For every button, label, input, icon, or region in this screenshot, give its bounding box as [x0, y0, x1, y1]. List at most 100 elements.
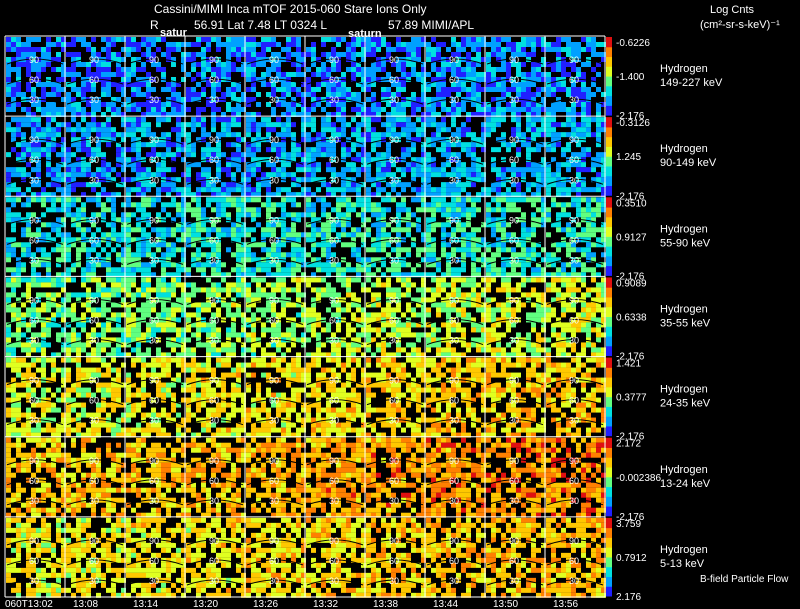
heatmap-pixel: [191, 192, 196, 198]
heatmap-pixel: [551, 107, 556, 112]
heatmap-pixel: [51, 322, 56, 328]
heatmap-pixel: [371, 202, 376, 208]
heatmap-pixel: [171, 292, 176, 298]
heatmap-pixel: [361, 352, 366, 358]
heatmap-pixel: [316, 152, 321, 158]
heatmap-pixel: [146, 267, 151, 273]
heatmap-pixel: [251, 242, 256, 248]
heatmap-pixel: [431, 122, 436, 128]
heatmap-pixel: [491, 222, 496, 228]
heatmap-pixel: [86, 252, 91, 258]
contour-label: 60: [149, 155, 159, 165]
heatmap-pixel: [521, 132, 526, 138]
heatmap-pixel: [76, 352, 81, 358]
heatmap-pixel: [41, 247, 46, 253]
heatmap-pixel: [401, 62, 406, 67]
heatmap-pixel: [71, 312, 76, 318]
heatmap-pixel: [46, 117, 51, 123]
heatmap-pixel: [256, 142, 261, 148]
heatmap-pixel: [366, 152, 371, 158]
heatmap-pixel: [166, 227, 171, 233]
heatmap-pixel: [196, 62, 201, 67]
heatmap-pixel: [511, 62, 516, 67]
heatmap-pixel: [451, 232, 456, 238]
heatmap-pixel: [556, 107, 561, 112]
heatmap-pixel: [386, 122, 391, 128]
heatmap-pixel: [486, 87, 491, 92]
heatmap-pixel: [296, 142, 301, 148]
heatmap-pixel: [116, 132, 121, 138]
heatmap-pixel: [86, 227, 91, 233]
heatmap-pixel: [411, 242, 416, 248]
heatmap-pixel: [6, 92, 11, 97]
heatmap-pixel: [206, 352, 211, 358]
heatmap-pixel: [541, 197, 546, 203]
heatmap-pixel: [246, 317, 251, 323]
heatmap-pixel: [341, 232, 346, 238]
heatmap-pixel: [516, 262, 521, 268]
heatmap-pixel: [31, 197, 36, 203]
heatmap-pixel: [276, 202, 281, 208]
heatmap-pixel: [121, 77, 126, 82]
heatmap-pixel: [431, 222, 436, 228]
heatmap-pixel: [201, 222, 206, 228]
heatmap-pixel: [76, 257, 81, 263]
heatmap-pixel: [496, 272, 501, 278]
heatmap-pixel: [406, 207, 411, 213]
heatmap-pixel: [311, 302, 316, 308]
heatmap-pixel: [281, 222, 286, 228]
heatmap-pixel: [301, 107, 306, 112]
heatmap-pixel: [491, 52, 496, 57]
heatmap-pixel: [531, 247, 536, 253]
heatmap-pixel: [16, 257, 21, 263]
heatmap-pixel: [121, 67, 126, 72]
heatmap-pixel: [601, 177, 606, 183]
heatmap-pixel: [91, 247, 96, 253]
heatmap-pixel: [271, 242, 276, 248]
heatmap-pixel: [76, 62, 81, 67]
heatmap-pixel: [161, 267, 166, 273]
heatmap-pixel: [141, 252, 146, 258]
heatmap-pixel: [21, 152, 26, 158]
heatmap-pixel: [111, 127, 116, 133]
heatmap-pixel: [506, 202, 511, 208]
heatmap-pixel: [521, 222, 526, 228]
heatmap-pixel: [181, 197, 186, 203]
heatmap-pixel: [386, 47, 391, 52]
heatmap-pixel: [531, 92, 536, 97]
heatmap-pixel: [231, 97, 236, 102]
heatmap-pixel: [131, 122, 136, 128]
heatmap-pixel: [396, 252, 401, 258]
heatmap-pixel: [91, 107, 96, 112]
heatmap-pixel: [386, 192, 391, 198]
heatmap-pixel: [236, 112, 241, 117]
heatmap-pixel: [96, 67, 101, 72]
heatmap-pixel: [21, 202, 26, 208]
heatmap-pixel: [81, 272, 86, 278]
heatmap-pixel: [321, 267, 326, 273]
heatmap-pixel: [111, 37, 116, 42]
heatmap-pixel: [446, 267, 451, 273]
heatmap-pixel: [451, 272, 456, 278]
heatmap-pixel: [151, 62, 156, 67]
heatmap-pixel: [166, 87, 171, 92]
heatmap-pixel: [71, 302, 76, 308]
heatmap-pixel: [286, 102, 291, 107]
heatmap-pixel: [541, 182, 546, 188]
heatmap-pixel: [406, 287, 411, 293]
heatmap-pixel: [61, 247, 66, 253]
contour-line: [66, 218, 124, 225]
heatmap-pixel: [561, 37, 566, 42]
heatmap-pixel: [461, 247, 466, 253]
heatmap-pixel: [241, 157, 246, 163]
heatmap-pixel: [191, 147, 196, 153]
heatmap-pixel: [321, 182, 326, 188]
heatmap-pixel: [486, 62, 491, 67]
heatmap-pixel: [446, 182, 451, 188]
heatmap-pixel: [451, 252, 456, 258]
heatmap-pixel: [121, 257, 126, 263]
heatmap-pixel: [26, 142, 31, 148]
heatmap-pixel: [491, 37, 496, 42]
heatmap-pixel: [316, 97, 321, 102]
